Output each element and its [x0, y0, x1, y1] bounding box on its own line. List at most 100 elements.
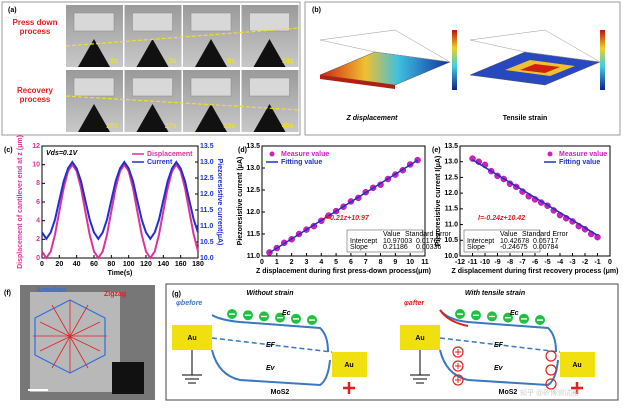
x-tick-label: 2	[290, 259, 294, 266]
probe-tip	[136, 39, 169, 67]
x-tick-label: 0	[260, 259, 264, 266]
y-tick-label: 11.5	[247, 231, 260, 238]
probe-tip	[195, 39, 227, 67]
time-label: 20s	[106, 123, 118, 130]
y-axis-label: Piezoresistive current (μA)	[237, 157, 244, 246]
x-tick-label: 20	[55, 261, 63, 268]
barrier-label: φafter	[404, 300, 425, 307]
table-header: Value	[383, 231, 400, 238]
x-tick-label: 6	[349, 259, 353, 266]
x-tick-label: 9	[393, 259, 397, 266]
x-tick-label: -3	[569, 259, 575, 266]
probe-tip	[253, 39, 286, 67]
colorbar	[600, 30, 605, 90]
y-tick-label: 10.5	[444, 237, 458, 244]
legend-label: Measure value	[559, 151, 607, 158]
strain-region	[520, 64, 560, 73]
band-diagrams: Au Au Ec EF Ev φbefore MoS2 Au Au Ec EF Ev φafter MoS…	[172, 300, 595, 396]
panel-label: (f)	[4, 290, 11, 297]
y-tick-label: 13.5	[444, 143, 458, 150]
y-axis-label: Displacement of cantilever end at z (μm)	[17, 135, 24, 269]
y-tick-label: 2	[36, 236, 40, 243]
table-cell: 10.97003	[383, 238, 412, 245]
plate-label: Tensile strain	[503, 115, 548, 122]
time-label: 9s	[227, 58, 235, 65]
band-label: Ec	[510, 310, 519, 317]
guide-line	[65, 27, 301, 47]
row-label: Press down process	[12, 18, 58, 36]
electron-sign	[245, 314, 251, 316]
x-tick-label: -6	[532, 259, 538, 266]
ground	[410, 350, 430, 384]
y-tick-label: 13.0	[444, 159, 458, 166]
legend-label: Displacement	[147, 151, 193, 158]
chart: 0 20 40 60 80 100 120 140 160 180 0 2 4 6 8 10 12 10.0 10.…	[17, 135, 223, 277]
plus-sign	[571, 382, 583, 394]
panel-label: (d)	[238, 147, 247, 154]
x-tick-label: 7	[364, 259, 368, 266]
table-cell: 10.42678	[500, 238, 529, 245]
y2-tick-label: 13.0	[200, 159, 214, 166]
table-cell: Intercept	[467, 238, 494, 245]
watermark: 知乎 @矽博测试圈	[520, 388, 578, 397]
y-tick-label: 13.0	[246, 165, 260, 172]
table-cell: -0.24675	[500, 244, 528, 251]
time-label: 40s	[282, 123, 294, 130]
fit-line	[269, 159, 418, 254]
x-tick-label: -1	[594, 259, 600, 266]
data-point	[594, 233, 601, 241]
band-label: EF	[266, 342, 276, 349]
x-tick-label: 60	[90, 261, 98, 268]
fit-equation: I=-0.24z+10.42	[478, 215, 525, 222]
fit-table	[463, 229, 541, 253]
hole-sign	[455, 377, 461, 383]
probe-tip	[195, 104, 227, 132]
y-tick-label: 12.0	[246, 209, 260, 216]
panel-label: (g)	[172, 291, 181, 298]
legend-marker	[269, 151, 275, 157]
y2-tick-label: 12.0	[200, 191, 214, 198]
x-tick-label: 0	[40, 261, 44, 268]
x-tick-label: 120	[140, 261, 152, 268]
table-cell: 0.05717	[533, 238, 558, 245]
electron-sign	[521, 318, 527, 320]
x-tick-label: 140	[157, 261, 169, 268]
y2-tick-label: 10.0	[200, 255, 214, 262]
x-tick-label: -9	[494, 259, 500, 266]
colorbar	[452, 30, 457, 90]
y-tick-label: 12.5	[444, 174, 458, 181]
electron-sign	[309, 319, 315, 321]
ground	[182, 350, 202, 384]
time-label: 3s	[169, 58, 177, 65]
x-tick-label: 5	[334, 259, 338, 266]
legend-label: Fitting value	[281, 159, 322, 166]
table-cell: Slope	[467, 244, 485, 251]
electron-sign	[473, 314, 479, 316]
y2-tick-label: 13.5	[200, 143, 214, 150]
table-cell: 0.00784	[533, 244, 558, 251]
direction-label: Armchair	[36, 287, 67, 294]
y-tick-label: 12.0	[444, 190, 458, 197]
table-header: Standard Error	[522, 231, 569, 238]
cantilever	[190, 77, 232, 97]
y-tick-label: 13.5	[246, 143, 260, 150]
cantilever	[249, 77, 290, 97]
conduction-band	[439, 309, 557, 353]
cantilever	[73, 12, 115, 32]
table-cell: Slope	[350, 244, 368, 251]
cantilever	[132, 77, 173, 97]
annotation: Vds=0.1V	[46, 150, 79, 157]
x-tick-label: 40	[73, 261, 81, 268]
x-tick-label: 11	[421, 259, 429, 266]
row-label: Recovery process	[16, 86, 54, 104]
y-tick-label: 0	[36, 255, 40, 262]
band-label: Ec	[282, 310, 291, 317]
x-tick-label: 1	[275, 259, 279, 266]
time-label: 27s	[165, 123, 177, 130]
x-tick-label: -5	[544, 259, 550, 266]
electron-sign	[293, 318, 299, 320]
band-label: Ev	[266, 365, 276, 372]
time-label: 33s	[223, 123, 235, 130]
x-tick-label: 160	[175, 261, 187, 268]
